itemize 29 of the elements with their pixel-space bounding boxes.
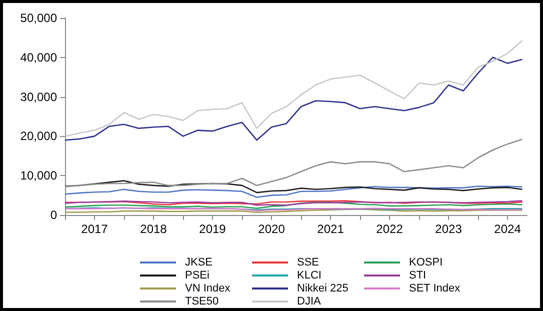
legend-label: DJIA <box>297 296 322 308</box>
legend-label: TSE50 <box>185 296 219 308</box>
y-tick-label: 30,000 <box>20 90 58 104</box>
y-tick-label: 50,000 <box>20 11 58 25</box>
y-tick-label: 20,000 <box>20 129 58 144</box>
x-tick-label: 2019 <box>199 222 226 236</box>
line-series <box>64 186 523 198</box>
y-tick-label: 10,000 <box>20 168 58 183</box>
legend-label: STI <box>409 270 426 282</box>
legend-label: PSEi <box>185 270 210 282</box>
x-tick-label: 2018 <box>140 222 168 236</box>
legend-label: JKSE <box>185 256 213 268</box>
y-tick-label: 40,000 <box>20 50 58 64</box>
x-tick-label: 2024 <box>494 222 522 236</box>
x-tick-label: 2022 <box>376 222 404 236</box>
legend-label: VN Index <box>185 282 231 294</box>
legend-label: KLCI <box>297 270 322 282</box>
legend-label: SSE <box>297 256 320 268</box>
legend-label: Nikkei 225 <box>297 282 348 294</box>
line-series <box>64 56 523 141</box>
x-tick-label: 2023 <box>435 222 462 236</box>
line-series <box>64 40 523 137</box>
legend-label: SET Index <box>409 282 461 294</box>
x-tick-label: 2021 <box>317 222 344 236</box>
legend-label: KOSPI <box>409 256 443 268</box>
x-tick-label: 2017 <box>81 222 108 236</box>
line-series <box>64 180 523 194</box>
x-tick-label: 2020 <box>258 222 286 236</box>
y-tick-label: 0 <box>50 208 58 222</box>
